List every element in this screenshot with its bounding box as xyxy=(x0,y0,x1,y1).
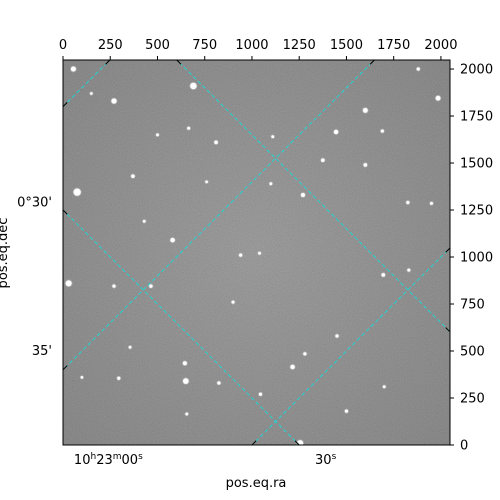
star xyxy=(156,133,159,137)
star xyxy=(128,345,132,349)
x-pixel-tick-label: 1000 xyxy=(235,38,268,53)
y-pixel-tick-label: 250 xyxy=(460,392,485,407)
x-pixel-tick-label: 1750 xyxy=(377,38,410,53)
star xyxy=(363,163,368,167)
grid-line-ra xyxy=(479,13,500,483)
dec-tick-label: 35' xyxy=(32,344,52,359)
star xyxy=(170,237,175,243)
world-tick-bottom xyxy=(294,440,300,446)
star xyxy=(303,352,307,356)
star xyxy=(406,200,410,205)
grid-line-ra xyxy=(251,247,450,445)
star xyxy=(300,192,305,197)
star xyxy=(382,385,386,389)
world-tick-right xyxy=(445,247,451,253)
world-tick-right xyxy=(445,327,451,333)
star xyxy=(416,67,420,71)
star xyxy=(117,376,121,380)
stars-layer xyxy=(64,65,442,445)
world-tick-bottom xyxy=(251,440,257,446)
y-pixel-tick-label: 1750 xyxy=(460,110,493,125)
star xyxy=(231,300,235,304)
x-pixel-tick-label: 1500 xyxy=(330,38,363,53)
world-tick-top xyxy=(105,59,111,65)
world-tick-top xyxy=(369,59,375,65)
dec-tick-label: 0°30' xyxy=(17,195,52,210)
star xyxy=(111,98,117,104)
y-pixel-tick-label: 1500 xyxy=(460,157,493,172)
star xyxy=(112,284,116,288)
star xyxy=(217,381,221,385)
grid-line-dec xyxy=(63,209,300,445)
star xyxy=(73,188,81,196)
star xyxy=(290,364,295,370)
plot-frame xyxy=(62,59,451,446)
star xyxy=(65,280,72,287)
plot-area xyxy=(62,13,500,483)
star xyxy=(258,392,263,396)
grid-line-ra xyxy=(63,60,111,108)
pixel-ticks: 0 250 500 750 1000 1250 1500 1750 2000 0 250 500 750… xyxy=(59,38,493,454)
x-pixel-tick-label: 2000 xyxy=(424,38,457,53)
star xyxy=(344,409,349,413)
y-pixel-tick-label: 0 xyxy=(460,439,468,454)
star xyxy=(80,376,84,379)
star xyxy=(183,378,189,384)
star xyxy=(70,66,76,72)
star xyxy=(239,253,243,257)
star xyxy=(335,334,339,338)
y-pixel-tick-label: 500 xyxy=(460,345,485,360)
x-axis-label: pos.eq.ra xyxy=(226,476,287,491)
x-pixel-tick-label: 250 xyxy=(98,38,123,53)
star xyxy=(333,129,339,135)
star xyxy=(380,129,384,133)
world-tick-left xyxy=(62,209,68,215)
star xyxy=(429,201,433,205)
y-axis-label: pos.eq.dec xyxy=(0,218,11,289)
star xyxy=(149,284,153,288)
star xyxy=(362,107,368,113)
y-pixel-tick-label: 1250 xyxy=(460,204,493,219)
star xyxy=(205,180,208,184)
y-pixel-tick-label: 2000 xyxy=(460,63,493,78)
y-pixel-tick-label: 1000 xyxy=(460,251,493,266)
world-tick-left xyxy=(62,102,68,107)
world-tick-top xyxy=(176,59,182,65)
star xyxy=(214,140,218,145)
star xyxy=(90,92,93,95)
image-vignette xyxy=(63,60,450,445)
x-pixel-tick-label: 0 xyxy=(59,38,67,53)
star xyxy=(182,361,187,366)
star xyxy=(271,135,275,139)
world-ticks: 10h23m00s 30s 0°30' 35' xyxy=(17,59,451,468)
star xyxy=(258,251,261,255)
star xyxy=(131,174,135,178)
x-pixel-tick-label: 750 xyxy=(192,38,217,53)
grid-line-dec xyxy=(176,60,450,333)
coordinate-grid xyxy=(63,13,500,483)
star xyxy=(185,412,189,416)
star xyxy=(381,273,386,277)
ra-tick-label: 30s xyxy=(315,452,337,468)
star xyxy=(187,126,191,130)
star xyxy=(435,95,441,101)
grid-line-ra xyxy=(63,60,376,371)
star xyxy=(142,219,146,223)
world-tick-left xyxy=(62,365,68,371)
x-pixel-tick-label: 500 xyxy=(145,38,170,53)
star xyxy=(321,158,325,162)
star xyxy=(269,182,273,186)
y-pixel-tick-label: 750 xyxy=(460,298,485,313)
star xyxy=(190,82,197,90)
star xyxy=(407,268,411,272)
ra-tick-label: 10h23m00s xyxy=(74,452,143,468)
x-pixel-tick-label: 1250 xyxy=(283,38,316,53)
